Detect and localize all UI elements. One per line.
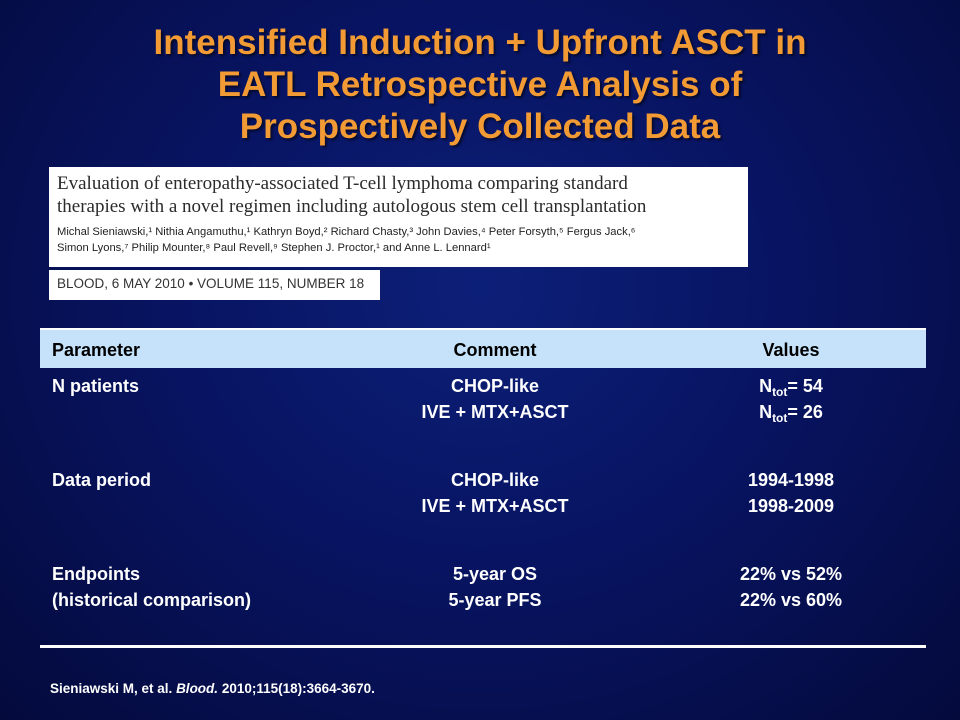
- journal-citation-box: BLOOD, 6 MAY 2010 • VOLUME 115, NUMBER 1…: [49, 270, 380, 300]
- title-line-3: Prospectively Collected Data: [239, 107, 721, 146]
- footnote-authors: Sieniawski M, et al.: [50, 681, 177, 696]
- comment-line: IVE + MTX+ASCT: [421, 496, 569, 516]
- article-authors-line-2: Simon Lyons,⁷ Philip Mounter,⁸ Paul Reve…: [57, 242, 491, 254]
- parameter-label: Data period: [52, 470, 152, 490]
- article-title: Evaluation of enteropathy-associated T-c…: [57, 172, 740, 218]
- table-bottom-rule: [40, 645, 926, 648]
- value-line: 1994-1998: [747, 470, 835, 490]
- slide-title: Intensified Induction + Upfront ASCT in …: [40, 22, 920, 148]
- footnote-details: 2010;115(18):3664-3670.: [218, 681, 375, 696]
- row-comment: 5-year OS 5-year PFS: [345, 561, 645, 613]
- article-title-line-1: Evaluation of enteropathy-associated T-c…: [57, 173, 628, 194]
- parameter-label: (historical comparison): [52, 590, 252, 610]
- parameter-label: Endpoints: [52, 564, 140, 584]
- row-parameter: Data period: [52, 467, 151, 493]
- value-line: 1998-2009: [747, 496, 835, 516]
- article-authors: Michal Sieniawski,¹ Nithia Angamuthu,¹ K…: [57, 224, 740, 256]
- comment-line: 5-year OS: [452, 564, 538, 584]
- footnote-journal: Blood.: [176, 681, 219, 696]
- comment-line: 5-year PFS: [448, 590, 542, 610]
- value-line: Ntot= 54: [759, 376, 823, 399]
- row-values: 1994-1998 1998-2009: [644, 467, 938, 519]
- reference-footnote: Sieniawski M, et al. Blood. 2010;115(18)…: [50, 681, 375, 696]
- value-line: 22% vs 60%: [739, 590, 843, 610]
- table-row: Endpoints (historical comparison) 5-year…: [40, 561, 926, 621]
- value-line: 22% vs 52%: [739, 564, 843, 584]
- row-values: 22% vs 52% 22% vs 60%: [644, 561, 938, 613]
- title-line-1: Intensified Induction + Upfront ASCT in: [153, 23, 807, 62]
- value-line: Ntot= 26: [759, 402, 823, 425]
- table-header-row: Parameter Comment Values: [40, 328, 926, 368]
- table-row: N patients CHOP-like IVE + MTX+ASCT Ntot…: [40, 373, 926, 433]
- header-values: Values: [762, 340, 820, 360]
- comment-line: CHOP-like: [450, 376, 540, 396]
- table-row: Data period CHOP-like IVE + MTX+ASCT 199…: [40, 467, 926, 527]
- parameter-label: N patients: [52, 376, 140, 396]
- header-parameter: Parameter: [52, 340, 141, 360]
- comment-line: CHOP-like: [450, 470, 540, 490]
- comment-line: IVE + MTX+ASCT: [421, 402, 569, 422]
- parameter-table: Parameter Comment Values N patients CHOP…: [40, 328, 926, 648]
- row-comment: CHOP-like IVE + MTX+ASCT: [345, 467, 645, 519]
- article-title-line-2: therapies with a novel regimen including…: [57, 196, 647, 217]
- row-values: Ntot= 54 Ntot= 26: [644, 373, 938, 425]
- row-parameter: Endpoints (historical comparison): [52, 561, 251, 613]
- article-header-image: Evaluation of enteropathy-associated T-c…: [49, 167, 748, 267]
- title-line-2: EATL Retrospective Analysis of: [217, 65, 743, 104]
- row-parameter: N patients: [52, 373, 139, 399]
- row-comment: CHOP-like IVE + MTX+ASCT: [345, 373, 645, 425]
- article-authors-line-1: Michal Sieniawski,¹ Nithia Angamuthu,¹ K…: [57, 226, 636, 238]
- header-comment: Comment: [453, 340, 537, 360]
